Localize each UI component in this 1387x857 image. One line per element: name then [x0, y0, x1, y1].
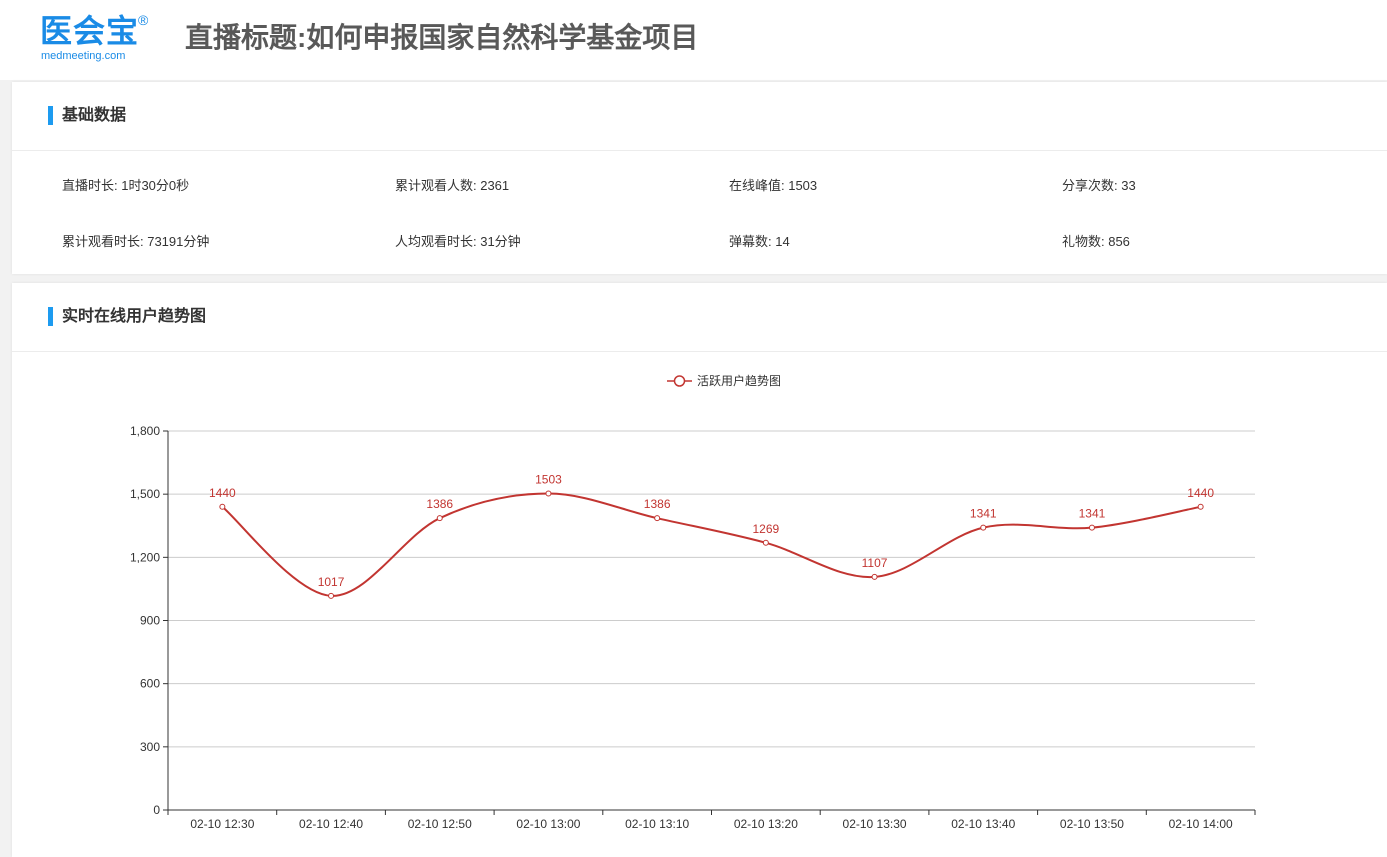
data-label: 1440 [209, 486, 236, 500]
trend-header: 实时在线用户趋势图 [12, 283, 1387, 352]
data-point[interactable] [871, 573, 878, 580]
data-point[interactable] [654, 515, 661, 522]
data-label: 1107 [862, 556, 888, 570]
y-tick-label: 1,800 [130, 424, 160, 438]
logo-cn-text: 医会宝 [40, 13, 140, 49]
data-label: 1440 [1187, 486, 1214, 500]
data-point[interactable] [1197, 503, 1204, 510]
data-point[interactable] [328, 592, 335, 599]
stat-share-count: 分享次数: 33 [1062, 178, 1136, 193]
legend-circle-icon [673, 375, 686, 387]
x-tick-label: 02-10 13:40 [951, 817, 1015, 831]
y-tick-label: 1,500 [130, 487, 160, 501]
x-tick-label: 02-10 13:20 [734, 817, 798, 831]
basic-data-header: 基础数据 [12, 82, 1387, 151]
data-label: 1341 [1079, 507, 1106, 521]
medmeeting-logo[interactable]: 医会宝 ® medmeeting.com [40, 12, 160, 64]
stat-gift-count: 礼物数: 856 [1062, 234, 1130, 249]
logo-domain-text: medmeeting.com [41, 50, 126, 62]
stat-total-viewers: 累计观看人数: 2361 [395, 178, 510, 193]
stat-online-peak: 在线峰值: 1503 [729, 178, 818, 193]
y-tick-label: 600 [140, 677, 160, 691]
data-label: 1503 [535, 473, 562, 487]
y-tick-label: 0 [153, 803, 160, 817]
online-users-line-chart[interactable]: 0 300 600 900 1,200 1,500 1,800 02-10 12:30 02-1… [12, 283, 1387, 857]
stat-avg-watch-time: 人均观看时长: 31分钟 [395, 234, 521, 249]
y-tick-label: 1,200 [130, 550, 160, 564]
stat-danmaku-count: 弹幕数: 14 [729, 234, 790, 249]
trend-card: 实时在线用户趋势图 0 300 600 900 1,200 1,500 1,800 02-10… [12, 283, 1387, 857]
data-point[interactable] [980, 524, 987, 531]
x-tick-label: 02-10 14:00 [1169, 817, 1233, 831]
data-point[interactable] [1088, 524, 1095, 531]
data-label: 1017 [318, 575, 345, 589]
basic-data-title: 基础数据 [62, 107, 127, 124]
data-label: 1341 [970, 507, 997, 521]
page-title: 直播标题:如何申报国家自然科学基金项目 [185, 22, 699, 53]
registered-mark: ® [138, 12, 149, 28]
data-point[interactable] [219, 503, 226, 510]
x-tick-label: 02-10 13:00 [516, 817, 580, 831]
y-tick-label: 900 [140, 614, 160, 628]
x-tick-label: 02-10 12:50 [408, 817, 472, 831]
data-point[interactable] [436, 515, 443, 522]
page-header: 医会宝 ® medmeeting.com 直播标题:如何申报国家自然科学基金项目 [0, 0, 1387, 80]
legend-label[interactable]: 活跃用户趋势图 [697, 373, 781, 388]
x-tick-label: 02-10 13:50 [1060, 817, 1124, 831]
data-label: 1386 [426, 497, 453, 511]
section-accent-bar [48, 106, 53, 125]
x-tick-label: 02-10 12:30 [190, 817, 254, 831]
x-tick-label: 02-10 12:40 [299, 817, 363, 831]
series-line [221, 492, 1201, 597]
x-tick-label: 02-10 13:10 [625, 817, 689, 831]
y-tick-label: 300 [140, 740, 160, 754]
x-tick-label: 02-10 13:30 [843, 817, 907, 831]
data-label: 1386 [644, 497, 671, 511]
basic-data-card: 基础数据 直播时长: 1时30分0秒 累计观看人数: 2361 在线峰值: 15… [12, 82, 1387, 274]
stat-live-duration: 直播时长: 1时30分0秒 [62, 178, 190, 193]
section-accent-bar [48, 307, 53, 326]
stat-total-watch-time: 累计观看时长: 73191分钟 [62, 234, 210, 249]
data-point[interactable] [762, 539, 769, 546]
data-point[interactable] [545, 490, 552, 497]
trend-title: 实时在线用户趋势图 [62, 308, 207, 325]
data-label: 1269 [752, 522, 779, 536]
